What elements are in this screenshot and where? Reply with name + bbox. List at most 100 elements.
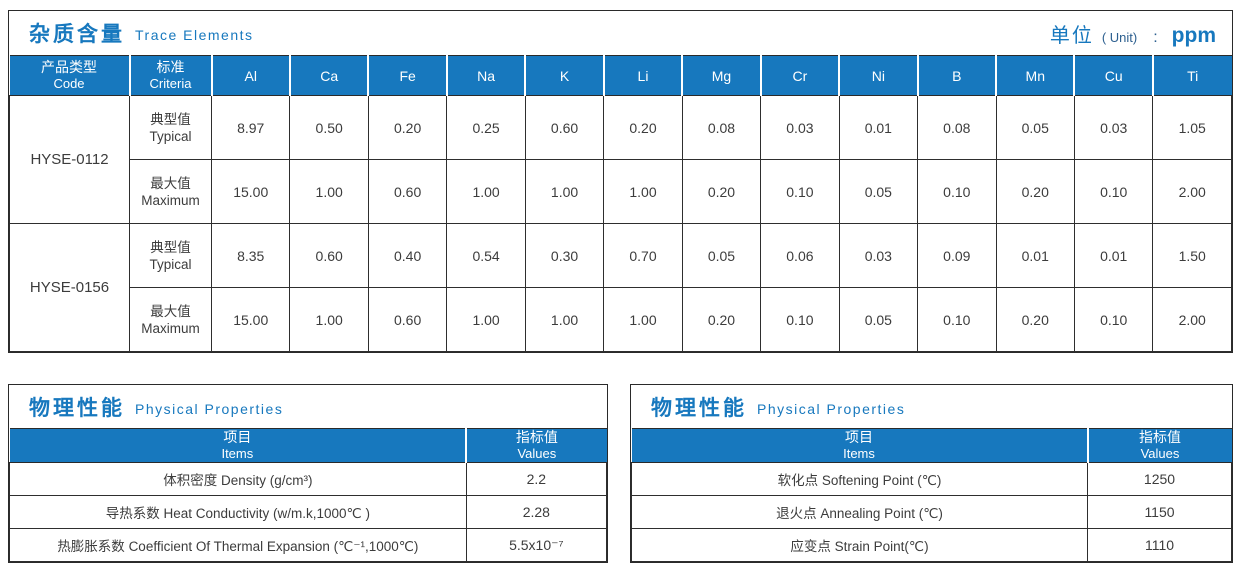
element-col-header: B	[917, 55, 998, 96]
col-header-values-zh: 指标值	[1139, 429, 1181, 445]
unit-label-zh: 单位	[1049, 24, 1094, 47]
value-cell: 1.00	[524, 159, 605, 224]
value-cell: 1.00	[524, 287, 605, 352]
table-row: 软化点 Softening Point (℃) 1250	[631, 462, 1232, 496]
table-row: HYSE-0156 典型值 Typical 8.35 0.60 0.40 0.5…	[9, 223, 1232, 352]
table-row: 最大值 Maximum 15.00 1.00 0.60 1.00 1.00 1.…	[10, 287, 1232, 352]
value-cell: 0.10	[1073, 287, 1154, 352]
physical-properties-row: 物理性能 Physical Properties 项目 Items 指标值 Va…	[8, 384, 1233, 563]
property-value: 1250	[1087, 462, 1232, 496]
criteria-en: Maximum	[141, 192, 200, 208]
element-col-header: Ti	[1152, 55, 1232, 96]
value-cell: 0.30	[524, 223, 605, 288]
col-header-values-en: Values	[517, 446, 557, 461]
value-cell: 1.00	[289, 159, 369, 224]
value-cell: 0.10	[917, 159, 997, 224]
criteria-en: Typical	[149, 128, 192, 144]
value-cell: 0.20	[681, 287, 762, 352]
value-cell: 15.00	[210, 159, 291, 224]
phys-header-row: 项目 Items 指标值 Values	[631, 428, 1232, 463]
col-header-code-en: Code	[53, 76, 85, 91]
col-header-items: 项目 Items	[631, 428, 1089, 463]
trace-elements-table: 产品类型 Code 标准 Criteria Al Ca Fe Na K Li M…	[9, 55, 1232, 352]
value-cell: 0.01	[995, 223, 1075, 288]
value-cell: 0.60	[367, 159, 448, 224]
value-cell: 0.08	[917, 95, 997, 160]
unit-label-en: ( Unit)	[1101, 29, 1138, 45]
value-cell: 0.60	[289, 223, 369, 288]
col-header-code: 产品类型 Code	[9, 55, 131, 96]
value-cell: 0.06	[760, 223, 840, 288]
col-header-items-en: Items	[843, 446, 875, 461]
physical-left-table: 项目 Items 指标值 Values 体积密度 Density (g/cm³)…	[9, 428, 608, 562]
criteria-cell: 典型值 Typical	[129, 95, 212, 160]
col-header-criteria-en: Criteria	[149, 76, 192, 91]
trace-header-row: 产品类型 Code 标准 Criteria Al Ca Fe Na K Li M…	[9, 55, 1232, 96]
element-col-header: Al	[211, 55, 291, 96]
value-cell: 0.03	[838, 223, 919, 288]
section-title-en: Physical Properties	[135, 400, 284, 417]
product-code-cell: HYSE-0112	[9, 95, 130, 224]
col-header-items: 项目 Items	[9, 428, 468, 463]
unit-colon: :	[1153, 28, 1158, 46]
table-row: HYSE-0112 典型值 Typical 8.97 0.50 0.20 0.2…	[9, 95, 1232, 224]
unit-indicator: 单位 ( Unit) : ppm	[1050, 19, 1216, 48]
value-cell: 0.03	[760, 95, 840, 160]
property-value: 2.28	[465, 495, 608, 529]
property-value: 5.5x10⁻⁷	[465, 528, 608, 562]
col-header-code-zh: 产品类型	[41, 59, 97, 75]
table-row: 应变点 Strain Point(℃) 1110	[631, 528, 1232, 562]
property-item: 应变点 Strain Point(℃)	[631, 528, 1088, 562]
criteria-zh: 最大值	[150, 175, 191, 191]
col-header-values-zh: 指标值	[515, 429, 558, 445]
col-header-items-zh: 项目	[223, 429, 252, 445]
section-title-zh: 杂质含量	[29, 23, 125, 46]
property-value: 1110	[1087, 528, 1232, 562]
value-cell: 0.05	[838, 159, 919, 224]
physical-right-header: 物理性能 Physical Properties	[631, 385, 1232, 428]
product-code-cell: HYSE-0156	[9, 223, 130, 352]
section-title-zh: 物理性能	[651, 396, 747, 420]
value-cell: 0.20	[995, 159, 1075, 224]
value-cell: 1.05	[1152, 95, 1232, 160]
value-cell: 0.25	[446, 95, 526, 160]
value-cell: 1.50	[1152, 223, 1232, 288]
property-item: 软化点 Softening Point (℃)	[631, 462, 1088, 496]
physical-right-table: 项目 Items 指标值 Values 软化点 Softening Point …	[631, 428, 1232, 562]
criteria-zh: 典型值	[150, 239, 191, 255]
criteria-zh: 典型值	[150, 111, 191, 127]
value-cell: 1.00	[603, 287, 683, 352]
table-row: 导热系数 Heat Conductivity (w/m.k,1000℃ ) 2.…	[9, 495, 608, 529]
physical-properties-panel-right: 物理性能 Physical Properties 项目 Items 指标值 Va…	[630, 384, 1233, 563]
criteria-zh: 最大值	[150, 303, 191, 319]
value-cell: 0.20	[995, 287, 1075, 352]
value-cell: 0.01	[1073, 223, 1154, 288]
property-item: 退火点 Annealing Point (℃)	[631, 495, 1088, 529]
value-cell: 0.20	[681, 159, 762, 224]
element-col-header: Cu	[1074, 55, 1154, 96]
table-row: 最大值 Maximum 15.00 1.00 0.60 1.00 1.00 1.…	[10, 159, 1232, 224]
value-cell: 0.09	[917, 223, 997, 288]
criteria-cell: 最大值 Maximum	[129, 287, 212, 352]
criteria-en: Maximum	[141, 320, 200, 336]
value-cell: 8.97	[210, 95, 291, 160]
trace-elements-panel: 杂质含量 Trace Elements 单位 ( Unit) : ppm 产品类…	[8, 10, 1233, 353]
col-header-criteria: 标准 Criteria	[129, 55, 213, 96]
value-cell: 0.20	[603, 95, 683, 160]
unit-value: ppm	[1171, 23, 1216, 47]
value-cell: 2.00	[1152, 159, 1232, 224]
element-col-header: Na	[446, 55, 527, 96]
element-col-header: Mg	[682, 55, 762, 96]
criteria-cell: 最大值 Maximum	[129, 159, 212, 224]
col-header-values: 指标值 Values	[466, 428, 607, 463]
table-row: 体积密度 Density (g/cm³) 2.2	[9, 462, 608, 496]
value-cell: 1.00	[446, 159, 526, 224]
value-cell: 0.50	[289, 95, 369, 160]
value-cell: 0.08	[681, 95, 762, 160]
element-col-header: K	[525, 55, 605, 96]
value-cell: 0.10	[760, 287, 840, 352]
element-col-header: Mn	[996, 55, 1076, 96]
value-cell: 0.10	[917, 287, 997, 352]
value-cell: 0.60	[367, 287, 448, 352]
physical-properties-panel-left: 物理性能 Physical Properties 项目 Items 指标值 Va…	[8, 384, 608, 563]
